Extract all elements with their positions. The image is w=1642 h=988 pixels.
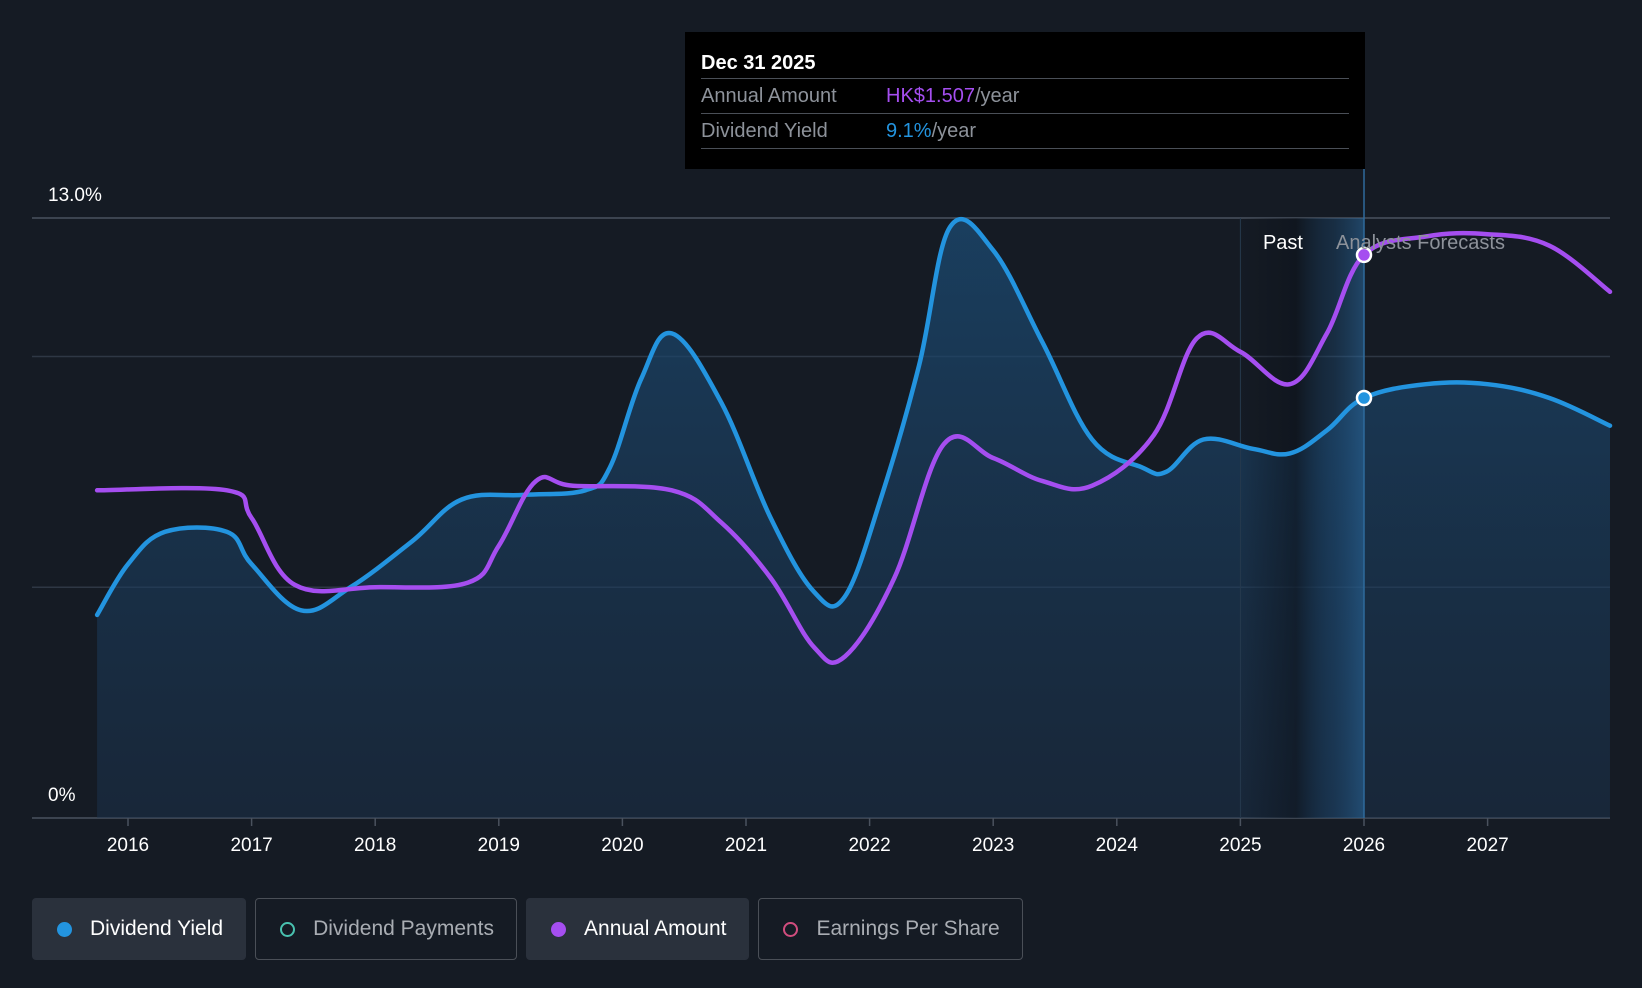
past-region-label: Past <box>1263 232 1303 254</box>
dividend-chart: 2016 2017 2018 2019 2020 2021 2022 2023 2024 2025… <box>32 168 1613 856</box>
y-axis-bottom-label: 0% <box>48 785 76 806</box>
x-tick-label: 2023 <box>972 835 1014 856</box>
past-region-shade <box>1240 218 1364 818</box>
legend-annual-amount-label: Annual Amount <box>584 917 727 940</box>
x-axis-ticks: 2016 2017 2018 2019 2020 2021 2022 2023 2024 2025… <box>107 818 1509 856</box>
series-markers <box>1355 246 1373 407</box>
chart-legend: Dividend Yield Dividend Payments Annual … <box>32 898 1023 960</box>
legend-dividend-yield-label: Dividend Yield <box>90 917 224 940</box>
dividend-yield-area-fill <box>97 219 1611 818</box>
x-tick-label: 2021 <box>725 835 767 856</box>
legend-dividend-payments-label: Dividend Payments <box>313 917 495 940</box>
dividend-yield-marker <box>1355 389 1373 407</box>
legend-annual-amount-button[interactable]: Annual Amount <box>526 898 750 960</box>
past-forecast-region <box>1239 168 1365 818</box>
tooltip-annual-amount-unit: /year <box>974 85 1020 107</box>
dividend-payments-ring-icon <box>280 921 296 937</box>
legend-dividend-payments-button[interactable]: Dividend Payments <box>255 898 518 960</box>
x-tick-label: 2027 <box>1466 835 1508 856</box>
chart-tooltip: Dec 31 2025 Annual Amount HK$1.507 /year… <box>685 32 1365 169</box>
tooltip-dividend-yield-label: Dividend Yield <box>701 120 828 142</box>
annual-amount-marker <box>1355 246 1373 264</box>
legend-earnings-per-share-button[interactable]: Earnings Per Share <box>758 898 1023 960</box>
annual-amount-line <box>94 230 1613 665</box>
legend-earnings-per-share-label: Earnings Per Share <box>816 917 1000 940</box>
annual-amount-dot-icon <box>551 921 567 937</box>
dividend-yield-area <box>97 219 1611 818</box>
x-tick-label: 2018 <box>354 835 396 856</box>
x-tick-label: 2017 <box>230 835 272 856</box>
tooltip-row-dividend-yield: Dividend Yield 9.1% /year <box>701 113 1349 149</box>
x-tick-label: 2026 <box>1343 835 1385 856</box>
tooltip-annual-amount-label: Annual Amount <box>701 85 837 107</box>
dividend-yield-dot-icon <box>57 921 72 937</box>
dividend-yield-line <box>94 217 1613 618</box>
x-tick-label: 2025 <box>1219 835 1261 856</box>
tooltip-dividend-yield-unit: /year <box>931 120 977 142</box>
forecast-region-label: Analysts Forecasts <box>1336 232 1505 254</box>
tooltip-annual-amount-value: HK$1.507 <box>886 85 975 107</box>
x-tick-label: 2020 <box>601 835 643 856</box>
series-lines <box>94 217 1613 665</box>
x-tick-label: 2019 <box>478 835 520 856</box>
x-tick-label: 2016 <box>107 835 149 856</box>
x-tick-label: 2024 <box>1096 835 1139 856</box>
y-axis-top-label: 13.0% <box>48 185 102 206</box>
tooltip-date: Dec 31 2025 <box>701 52 816 74</box>
tooltip-row-annual-amount: Annual Amount HK$1.507 /year <box>701 78 1349 113</box>
legend-dividend-yield-button[interactable]: Dividend Yield <box>32 898 247 960</box>
earnings-per-share-ring-icon <box>783 921 799 937</box>
x-tick-label: 2022 <box>848 835 890 856</box>
tooltip-dividend-yield-value: 9.1% <box>886 120 932 142</box>
